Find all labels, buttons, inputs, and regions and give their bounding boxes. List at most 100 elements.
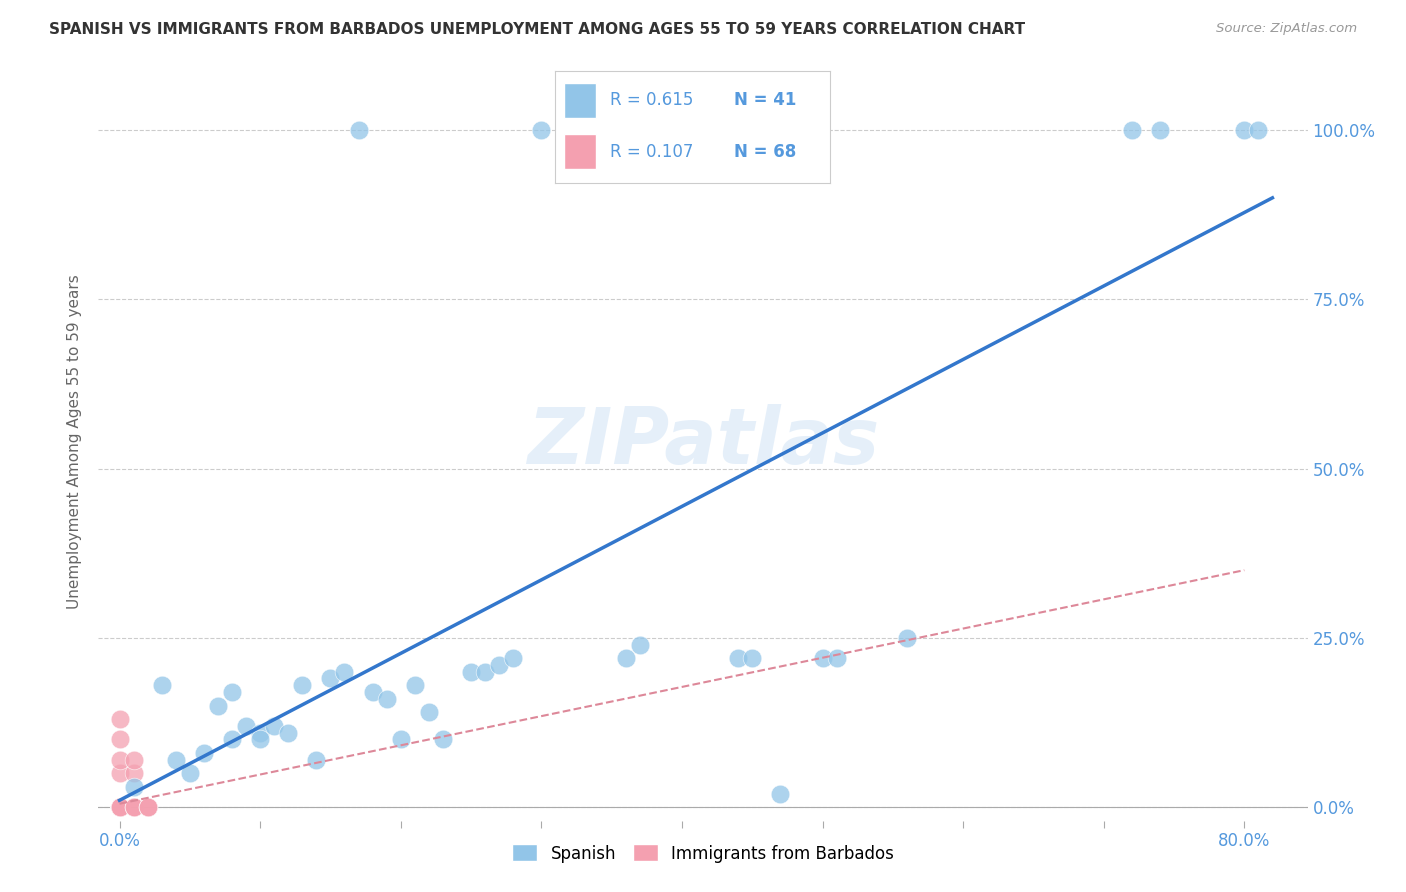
Point — [1121, 123, 1143, 137]
Point — [108, 800, 131, 814]
Point — [108, 712, 131, 726]
Point — [235, 719, 257, 733]
Point — [614, 651, 637, 665]
Point — [108, 800, 131, 814]
Point — [108, 800, 131, 814]
Point — [122, 800, 145, 814]
Point — [108, 800, 131, 814]
Point — [150, 678, 173, 692]
Text: SPANISH VS IMMIGRANTS FROM BARBADOS UNEMPLOYMENT AMONG AGES 55 TO 59 YEARS CORRE: SPANISH VS IMMIGRANTS FROM BARBADOS UNEM… — [49, 22, 1025, 37]
Point — [108, 800, 131, 814]
Point — [769, 787, 792, 801]
Point — [108, 800, 131, 814]
Point — [108, 753, 131, 767]
Point — [108, 800, 131, 814]
Point — [291, 678, 314, 692]
Point — [896, 631, 918, 645]
Point — [108, 800, 131, 814]
Point — [179, 766, 201, 780]
Point — [263, 719, 285, 733]
Point — [165, 753, 187, 767]
Point — [108, 800, 131, 814]
Point — [108, 800, 131, 814]
Text: R = 0.615: R = 0.615 — [610, 91, 693, 110]
Point — [108, 800, 131, 814]
Point — [108, 800, 131, 814]
Point — [108, 800, 131, 814]
Point — [319, 672, 342, 686]
Point — [108, 800, 131, 814]
Point — [108, 800, 131, 814]
Point — [347, 123, 370, 137]
Point — [108, 800, 131, 814]
Point — [811, 651, 834, 665]
Point — [122, 766, 145, 780]
Point — [108, 800, 131, 814]
Point — [108, 800, 131, 814]
Point — [221, 732, 243, 747]
Point — [432, 732, 454, 747]
Point — [108, 800, 131, 814]
Point — [741, 651, 763, 665]
Point — [108, 800, 131, 814]
Point — [502, 651, 524, 665]
Point — [108, 800, 131, 814]
Point — [108, 800, 131, 814]
Point — [108, 732, 131, 747]
Point — [122, 780, 145, 794]
Point — [628, 638, 651, 652]
Point — [1149, 123, 1171, 137]
Point — [122, 800, 145, 814]
Point — [122, 753, 145, 767]
Legend: Spanish, Immigrants from Barbados: Spanish, Immigrants from Barbados — [506, 838, 900, 869]
Point — [108, 800, 131, 814]
Point — [122, 800, 145, 814]
Point — [108, 800, 131, 814]
Bar — [564, 134, 596, 169]
Point — [108, 800, 131, 814]
Point — [108, 800, 131, 814]
Point — [221, 685, 243, 699]
Point — [825, 651, 848, 665]
Point — [108, 800, 131, 814]
Point — [488, 657, 510, 672]
Point — [108, 800, 131, 814]
Point — [108, 800, 131, 814]
Point — [108, 800, 131, 814]
Point — [108, 800, 131, 814]
Point — [207, 698, 229, 713]
Point — [193, 746, 215, 760]
Point — [108, 766, 131, 780]
Point — [108, 800, 131, 814]
Point — [249, 725, 271, 739]
Point — [108, 800, 131, 814]
Point — [727, 651, 749, 665]
Point — [389, 732, 412, 747]
Point — [361, 685, 384, 699]
Point — [108, 800, 131, 814]
Text: N = 68: N = 68 — [734, 143, 796, 161]
Point — [108, 800, 131, 814]
Point — [375, 691, 398, 706]
Point — [460, 665, 482, 679]
Text: N = 41: N = 41 — [734, 91, 796, 110]
Point — [108, 800, 131, 814]
Point — [108, 800, 131, 814]
Point — [333, 665, 356, 679]
Point — [108, 800, 131, 814]
Point — [108, 800, 131, 814]
Point — [1233, 123, 1256, 137]
Point — [108, 800, 131, 814]
Point — [108, 800, 131, 814]
Point — [249, 732, 271, 747]
Point — [136, 800, 159, 814]
Point — [108, 800, 131, 814]
Point — [1247, 123, 1270, 137]
Point — [404, 678, 426, 692]
Point — [108, 800, 131, 814]
Point — [108, 800, 131, 814]
Point — [277, 725, 299, 739]
Y-axis label: Unemployment Among Ages 55 to 59 years: Unemployment Among Ages 55 to 59 years — [67, 274, 83, 609]
Point — [418, 706, 440, 720]
Point — [108, 800, 131, 814]
